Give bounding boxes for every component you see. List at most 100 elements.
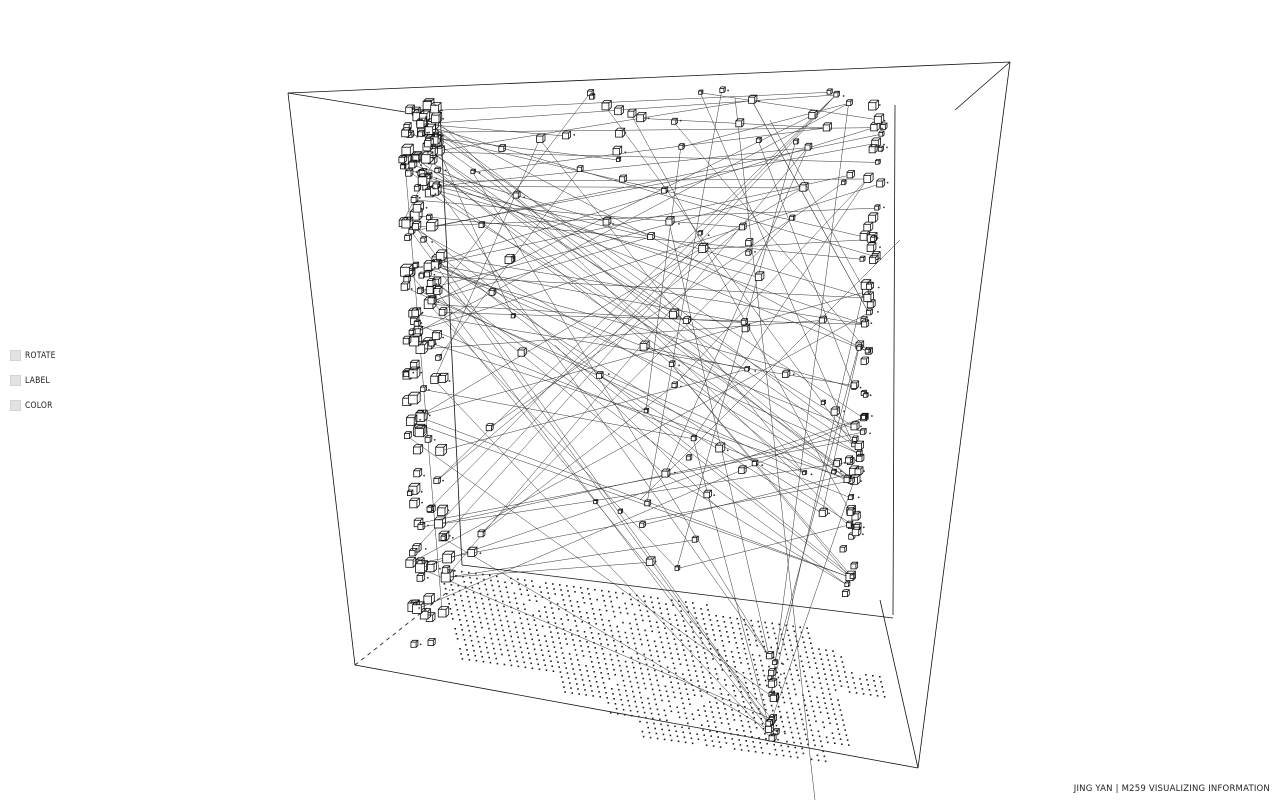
node-cube[interactable] bbox=[755, 137, 762, 144]
node-cube[interactable] bbox=[863, 392, 869, 398]
node-cube[interactable] bbox=[870, 235, 877, 242]
node-cube[interactable] bbox=[802, 470, 808, 476]
node-cube[interactable] bbox=[612, 145, 623, 156]
node-cube[interactable] bbox=[437, 606, 450, 618]
node-cube[interactable] bbox=[587, 89, 595, 97]
node-cube[interactable] bbox=[698, 89, 704, 95]
node-cube[interactable] bbox=[849, 573, 856, 580]
node-cube[interactable] bbox=[408, 159, 418, 169]
node-cube[interactable] bbox=[412, 261, 420, 269]
node-cube[interactable] bbox=[856, 344, 863, 351]
node-cube[interactable] bbox=[846, 507, 856, 516]
node-cube[interactable] bbox=[517, 347, 527, 357]
node-cube[interactable] bbox=[615, 127, 626, 138]
node-cube[interactable] bbox=[426, 278, 436, 287]
node-cube[interactable] bbox=[639, 521, 646, 528]
node-cube[interactable] bbox=[426, 219, 439, 232]
node-cube[interactable] bbox=[661, 186, 669, 194]
node-cube[interactable] bbox=[875, 158, 881, 165]
node-cube[interactable] bbox=[478, 221, 486, 228]
node-cube[interactable] bbox=[419, 110, 430, 122]
node-cube[interactable] bbox=[417, 129, 425, 137]
node-cube[interactable] bbox=[616, 156, 622, 162]
node-cube[interactable] bbox=[415, 409, 428, 422]
rotate-toggle[interactable]: ROTATE bbox=[10, 350, 56, 361]
node-cube[interactable] bbox=[403, 122, 412, 131]
node-cube[interactable] bbox=[866, 281, 874, 290]
node-cube[interactable] bbox=[408, 548, 418, 557]
node-cube[interactable] bbox=[498, 144, 507, 152]
node-cube[interactable] bbox=[768, 733, 777, 742]
node-cube[interactable] bbox=[852, 435, 859, 442]
node-cube[interactable] bbox=[685, 454, 693, 461]
node-cube[interactable] bbox=[880, 122, 888, 130]
node-cube[interactable] bbox=[405, 168, 414, 177]
node-cube[interactable] bbox=[850, 380, 860, 389]
label-checkbox[interactable] bbox=[10, 375, 21, 386]
node-cube[interactable] bbox=[436, 504, 449, 516]
node-cube[interactable] bbox=[863, 291, 874, 302]
node-cube[interactable] bbox=[719, 86, 726, 93]
node-cube[interactable] bbox=[830, 406, 840, 416]
node-cube[interactable] bbox=[421, 151, 434, 164]
node-cube[interactable] bbox=[410, 195, 419, 203]
node-cube[interactable] bbox=[417, 522, 426, 530]
node-cube[interactable] bbox=[846, 520, 854, 528]
node-cube[interactable] bbox=[404, 431, 412, 439]
node-cube[interactable] bbox=[745, 238, 754, 247]
node-cube[interactable] bbox=[432, 181, 441, 190]
node-cube[interactable] bbox=[735, 118, 745, 128]
node-cube[interactable] bbox=[416, 286, 424, 294]
node-cube[interactable] bbox=[665, 216, 675, 226]
node-cube[interactable] bbox=[593, 499, 599, 505]
node-cube[interactable] bbox=[856, 453, 865, 463]
node-cube[interactable] bbox=[766, 651, 775, 660]
node-cube[interactable] bbox=[860, 356, 869, 365]
node-cube[interactable] bbox=[485, 423, 494, 432]
node-cube[interactable] bbox=[619, 174, 627, 183]
node-cube[interactable] bbox=[738, 465, 747, 474]
node-cube[interactable] bbox=[427, 638, 436, 646]
node-cube[interactable] bbox=[715, 442, 726, 453]
node-cube[interactable] bbox=[799, 182, 809, 192]
node-cube[interactable] bbox=[861, 413, 868, 420]
node-cube[interactable] bbox=[536, 133, 546, 143]
node-cube[interactable] bbox=[409, 497, 420, 509]
node-cube[interactable] bbox=[844, 581, 851, 588]
node-cube[interactable] bbox=[861, 319, 870, 328]
node-cube[interactable] bbox=[854, 466, 864, 476]
node-cube[interactable] bbox=[441, 565, 451, 574]
node-cube[interactable] bbox=[427, 295, 437, 305]
node-cube[interactable] bbox=[488, 288, 497, 296]
node-cube[interactable] bbox=[412, 444, 424, 455]
node-cube[interactable] bbox=[846, 99, 853, 106]
node-cube[interactable] bbox=[412, 543, 422, 553]
node-cube[interactable] bbox=[589, 93, 596, 100]
node-cube[interactable] bbox=[851, 526, 862, 537]
node-cube[interactable] bbox=[420, 385, 427, 392]
node-cube[interactable] bbox=[833, 458, 842, 467]
node-cube[interactable] bbox=[430, 258, 442, 270]
node-cube[interactable] bbox=[614, 105, 624, 116]
node-cube[interactable] bbox=[845, 570, 856, 581]
node-cube[interactable] bbox=[434, 166, 441, 174]
node-cube[interactable] bbox=[627, 108, 637, 118]
node-cube[interactable] bbox=[442, 550, 455, 564]
node-cube[interactable] bbox=[745, 249, 752, 256]
node-cube[interactable] bbox=[818, 315, 827, 324]
node-cube[interactable] bbox=[845, 455, 853, 464]
node-cube[interactable] bbox=[873, 113, 885, 124]
node-cube[interactable] bbox=[744, 365, 750, 372]
node-cube[interactable] bbox=[601, 100, 612, 111]
node-cube[interactable] bbox=[435, 443, 448, 456]
node-cube[interactable] bbox=[818, 507, 828, 517]
node-cube[interactable] bbox=[878, 130, 885, 137]
node-cube[interactable] bbox=[403, 274, 412, 283]
node-cube[interactable] bbox=[864, 347, 871, 354]
node-cube[interactable] bbox=[576, 165, 584, 172]
node-cube[interactable] bbox=[678, 143, 685, 150]
node-cube[interactable] bbox=[793, 138, 800, 145]
node-cube[interactable] bbox=[426, 505, 434, 512]
node-cube[interactable] bbox=[697, 230, 704, 236]
